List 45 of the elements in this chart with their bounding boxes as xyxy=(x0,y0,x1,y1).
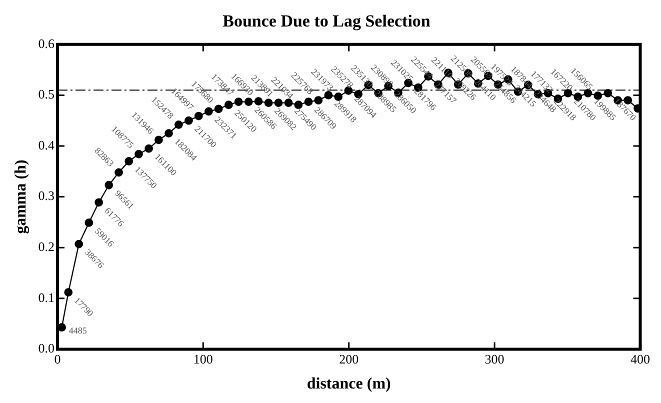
x-tick-label: 400 xyxy=(630,351,650,366)
point xyxy=(174,120,183,129)
point xyxy=(314,96,323,104)
point xyxy=(234,98,243,106)
point xyxy=(284,98,293,108)
y-tick-label: 0.0 xyxy=(38,340,54,356)
y-tick-label: 0.3 xyxy=(38,188,54,204)
point xyxy=(264,98,273,108)
point xyxy=(124,157,134,166)
point xyxy=(94,198,104,207)
point xyxy=(204,107,213,116)
point xyxy=(254,97,263,106)
y-tick-label: 0.2 xyxy=(38,239,54,254)
point xyxy=(144,144,154,153)
y-axis-title: gamma (h) xyxy=(12,160,30,234)
point xyxy=(154,136,163,144)
point xyxy=(104,180,114,190)
x-axis-title: distance (m) xyxy=(306,376,391,393)
point xyxy=(224,100,233,110)
x-tick-label: 0 xyxy=(54,351,61,366)
y-tick-label: 0.1 xyxy=(38,290,54,305)
point xyxy=(324,91,333,100)
point xyxy=(304,98,313,106)
chart-title: Bounce Due to Lag Selection xyxy=(222,12,431,31)
point xyxy=(114,168,123,177)
point xyxy=(64,288,73,297)
point xyxy=(274,98,283,108)
point xyxy=(58,323,66,332)
x-tick-label: 200 xyxy=(339,351,359,366)
y-tick-label: 0.4 xyxy=(38,137,55,152)
point xyxy=(84,218,94,227)
point xyxy=(604,88,612,98)
annotation: 4485 xyxy=(68,326,88,336)
y-tick-label: 0.6 xyxy=(38,36,55,51)
point xyxy=(334,92,343,101)
x-tick-label: 300 xyxy=(484,351,504,366)
point xyxy=(194,112,203,120)
point xyxy=(244,98,253,106)
y-tick-label: 0.5 xyxy=(38,86,54,102)
point xyxy=(164,129,173,138)
point xyxy=(184,116,193,125)
point xyxy=(214,104,223,114)
point xyxy=(74,240,84,248)
x-tick-label: 100 xyxy=(193,351,213,366)
point xyxy=(134,150,143,158)
